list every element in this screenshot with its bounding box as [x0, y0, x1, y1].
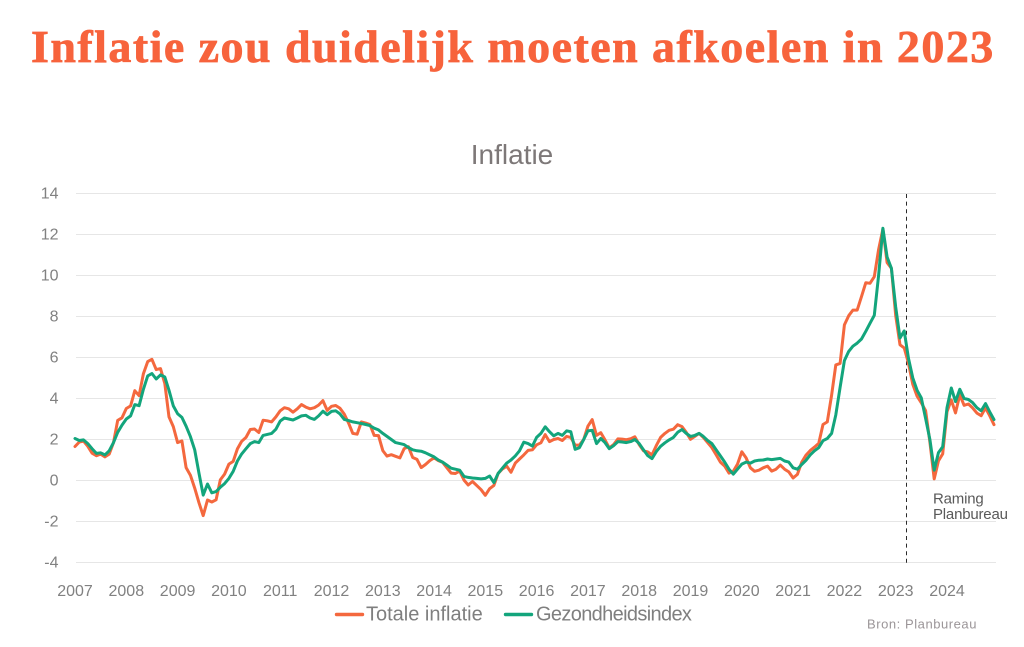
svg-text:2018: 2018: [621, 583, 657, 600]
svg-text:-4: -4: [44, 554, 58, 571]
svg-text:2017: 2017: [570, 583, 606, 600]
svg-text:8: 8: [50, 308, 59, 325]
svg-text:Planbureau: Planbureau: [933, 506, 1008, 523]
svg-text:12: 12: [41, 226, 59, 243]
svg-text:2013: 2013: [365, 583, 401, 600]
svg-text:Raming: Raming: [933, 491, 984, 508]
svg-text:2007: 2007: [57, 583, 93, 600]
svg-text:2011: 2011: [263, 583, 298, 600]
svg-text:2024: 2024: [929, 583, 965, 600]
svg-text:2: 2: [50, 431, 59, 448]
svg-text:14: 14: [41, 185, 59, 202]
svg-text:2012: 2012: [314, 583, 350, 600]
svg-text:-2: -2: [44, 513, 58, 530]
svg-text:10: 10: [41, 267, 59, 284]
svg-text:2009: 2009: [160, 583, 196, 600]
svg-text:2022: 2022: [827, 583, 863, 600]
svg-text:4: 4: [50, 390, 59, 407]
svg-text:Gezondheidsindex: Gezondheidsindex: [536, 604, 692, 626]
svg-text:2019: 2019: [673, 583, 709, 600]
svg-text:2016: 2016: [519, 583, 555, 600]
svg-text:0: 0: [50, 472, 59, 489]
svg-text:2015: 2015: [468, 583, 504, 600]
svg-text:6: 6: [50, 349, 59, 366]
svg-text:2010: 2010: [211, 583, 247, 600]
svg-text:2021: 2021: [775, 583, 811, 600]
svg-text:Bron: Planbureau: Bron: Planbureau: [867, 617, 977, 632]
svg-text:2008: 2008: [109, 583, 145, 600]
svg-text:2020: 2020: [724, 583, 760, 600]
svg-text:Totale inflatie: Totale inflatie: [366, 604, 483, 626]
svg-text:2023: 2023: [878, 583, 914, 600]
svg-text:2014: 2014: [416, 583, 452, 600]
svg-text:Inflatie: Inflatie: [471, 139, 554, 170]
